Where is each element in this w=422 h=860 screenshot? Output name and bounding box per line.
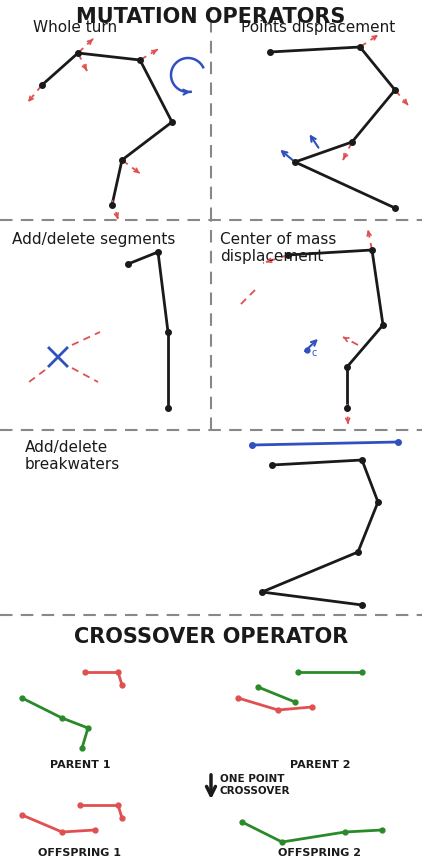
Text: Add/delete segments: Add/delete segments bbox=[12, 232, 176, 247]
Text: Center of mass
displacement: Center of mass displacement bbox=[220, 232, 336, 264]
Text: OFFSPRING 2: OFFSPRING 2 bbox=[279, 848, 362, 858]
Text: ONE POINT
CROSSOVER: ONE POINT CROSSOVER bbox=[220, 774, 290, 796]
Text: c: c bbox=[311, 348, 316, 358]
Text: PARENT 2: PARENT 2 bbox=[290, 760, 350, 770]
Text: MUTATION OPERATORS: MUTATION OPERATORS bbox=[76, 7, 346, 27]
Text: Points displacement: Points displacement bbox=[241, 20, 395, 35]
Text: Whole turn: Whole turn bbox=[33, 20, 117, 35]
Text: Add/delete
breakwaters: Add/delete breakwaters bbox=[25, 440, 120, 472]
Text: PARENT 1: PARENT 1 bbox=[50, 760, 110, 770]
Text: CROSSOVER OPERATOR: CROSSOVER OPERATOR bbox=[74, 627, 348, 647]
Text: OFFSPRING 1: OFFSPRING 1 bbox=[38, 848, 122, 858]
